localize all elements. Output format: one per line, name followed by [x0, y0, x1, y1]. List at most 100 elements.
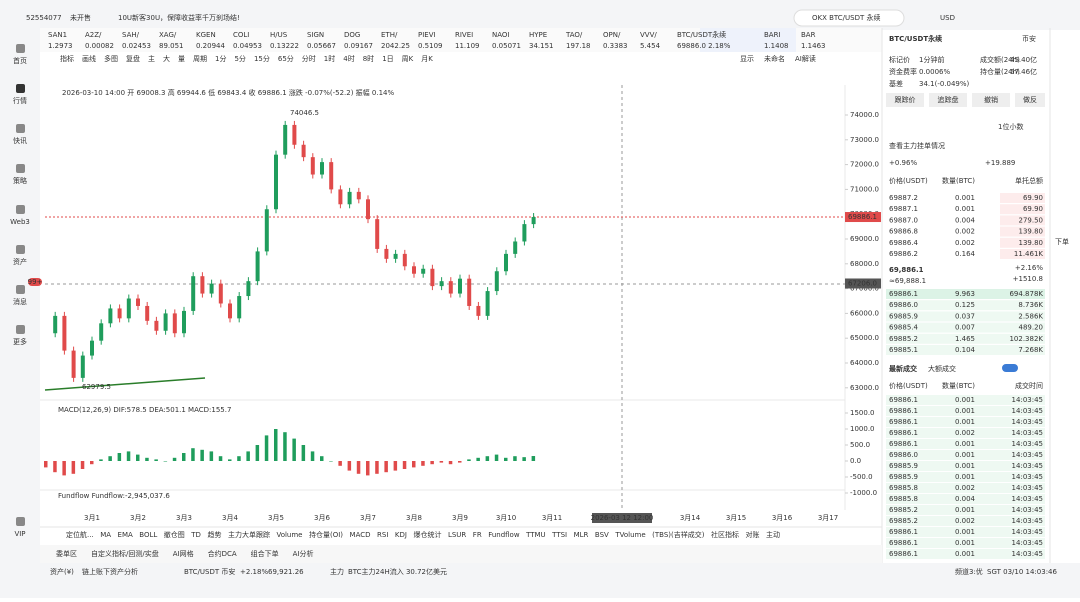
- indicator-tab[interactable]: TTMU: [525, 531, 546, 539]
- panel-button[interactable]: 撤销: [984, 95, 998, 104]
- toolbar-item[interactable]: 1日: [382, 55, 393, 63]
- toolbar-item[interactable]: 指标: [60, 54, 74, 63]
- toolbar-item[interactable]: 主: [148, 54, 155, 63]
- toolbar-item[interactable]: 复盘: [126, 54, 140, 63]
- toolbar-item[interactable]: 分时: [302, 54, 316, 63]
- indicator-tab[interactable]: 主力大单跟踪: [228, 530, 270, 539]
- ticker-price[interactable]: 89.051: [159, 42, 184, 50]
- indicator-tab[interactable]: MA: [100, 531, 111, 539]
- sidebar-label[interactable]: 首页: [13, 56, 27, 65]
- toolbar-item[interactable]: 8时: [363, 54, 374, 63]
- ticker-name[interactable]: VVV/: [640, 31, 657, 39]
- toolbar-item[interactable]: 周期: [193, 55, 207, 63]
- indicator-tab[interactable]: FR: [473, 531, 482, 539]
- sidebar-label[interactable]: 行情: [13, 96, 27, 105]
- ticker-name[interactable]: PIEVI: [418, 31, 436, 39]
- ticker-name[interactable]: RIVEI: [455, 31, 473, 39]
- ticker-price[interactable]: 0.00082: [85, 42, 114, 50]
- side-icon-label[interactable]: 下单: [1055, 237, 1069, 246]
- toolbar-item[interactable]: 1分: [215, 54, 226, 63]
- panel-button[interactable]: 跟踪价: [895, 95, 916, 104]
- ticker-name[interactable]: H/US: [270, 31, 288, 39]
- indicator-tab[interactable]: MACD: [350, 531, 371, 539]
- ticker-name[interactable]: SAH/: [122, 31, 140, 39]
- sidebar-label[interactable]: 资产: [13, 257, 27, 266]
- indicator-tab[interactable]: TTSI: [551, 531, 567, 539]
- toolbar-item[interactable]: 未命名: [764, 54, 785, 63]
- indicator-tab[interactable]: EMA: [118, 531, 133, 539]
- toolbar-item[interactable]: 量: [178, 55, 185, 63]
- toolbar-item[interactable]: 周K: [402, 55, 414, 63]
- panel-tab[interactable]: 组合下单: [251, 549, 279, 558]
- ticker-price[interactable]: 2042.25: [381, 42, 410, 50]
- toolbar-item[interactable]: 65分: [278, 54, 294, 63]
- toolbar-item[interactable]: 15分: [254, 54, 270, 63]
- ticker-price[interactable]: 0.5109: [418, 42, 443, 50]
- panel-tab[interactable]: 自定义指标/回测/实盘: [91, 549, 159, 558]
- sidebar-label[interactable]: 消息: [13, 297, 27, 306]
- ticker-price[interactable]: 0.05667: [307, 42, 336, 50]
- ticker-price[interactable]: 1.1463: [801, 42, 826, 50]
- ticker-price[interactable]: 69886.0 2.18%: [677, 42, 731, 50]
- indicator-tab[interactable]: KDJ: [395, 531, 407, 539]
- ticker-name[interactable]: TAO/: [565, 31, 583, 39]
- ticker-price[interactable]: 1.1408: [764, 42, 789, 50]
- sidebar-label[interactable]: 策略: [13, 176, 27, 185]
- indicator-tab[interactable]: MLR: [574, 531, 589, 539]
- indicator-tab[interactable]: RSI: [377, 531, 388, 539]
- ticker-name[interactable]: SAN1: [48, 31, 67, 39]
- ticker-price[interactable]: 0.13222: [270, 42, 299, 50]
- indicator-tab[interactable]: LSUR: [448, 531, 466, 539]
- search-box[interactable]: [793, 9, 905, 27]
- panel-tab[interactable]: 合约DCA: [208, 549, 237, 558]
- indicator-tab[interactable]: TVolume: [614, 531, 645, 539]
- ticker-price[interactable]: 1.2973: [48, 42, 73, 50]
- ticker-name[interactable]: BARI: [764, 31, 781, 39]
- ticker-name[interactable]: A2Z/: [85, 31, 102, 39]
- toolbar-item[interactable]: 多图: [104, 54, 118, 63]
- toolbar-item[interactable]: 1时: [324, 54, 335, 63]
- ticker-name[interactable]: BAR: [801, 31, 816, 39]
- panel-button[interactable]: 追踪盘: [938, 95, 959, 104]
- search[interactable]: OKX BTC/USDT 永续: [812, 13, 881, 22]
- ticker-name[interactable]: OPN/: [603, 31, 621, 39]
- ticker-price[interactable]: 0.09167: [344, 42, 373, 50]
- button-bg[interactable]: [1015, 93, 1045, 107]
- currency[interactable]: USD: [940, 14, 955, 22]
- indicator-tab[interactable]: 定位航...: [66, 530, 94, 539]
- indicator-tab[interactable]: 撤仓图: [164, 530, 185, 539]
- ticker-price[interactable]: 0.04953: [233, 42, 262, 50]
- sidebar-label[interactable]: VIP: [14, 530, 25, 538]
- ticker-price[interactable]: 0.20944: [196, 42, 225, 50]
- indicator-tab[interactable]: 爆仓统计: [413, 530, 441, 539]
- trade-tab[interactable]: 大额成交: [928, 364, 956, 373]
- indicator-tab[interactable]: Fundflow: [488, 531, 520, 539]
- toolbar-item[interactable]: AI解读: [795, 54, 816, 63]
- toolbar-item[interactable]: 4时: [343, 54, 354, 63]
- indicator-tab[interactable]: (TBS)(吉祥成交): [652, 530, 705, 539]
- button-bg[interactable]: [929, 93, 967, 107]
- ticker-price[interactable]: 197.18: [566, 42, 591, 50]
- indicator-tab[interactable]: 主动: [766, 530, 780, 539]
- panel-button[interactable]: 做反: [1023, 95, 1037, 104]
- ticker-name[interactable]: XAG/: [159, 31, 177, 39]
- panel-tab[interactable]: AI分析: [293, 549, 314, 558]
- ticker-price[interactable]: 11.109: [455, 42, 480, 50]
- sidebar-label[interactable]: 更多: [13, 337, 27, 346]
- button-bg[interactable]: [886, 93, 924, 107]
- indicator-tab[interactable]: 社区指标: [711, 530, 739, 539]
- toolbar-item[interactable]: 月K: [421, 55, 433, 63]
- panel-tab[interactable]: AI网格: [173, 549, 194, 558]
- sidebar-label[interactable]: Web3: [10, 218, 30, 226]
- ticker-price[interactable]: 0.02453: [122, 42, 151, 50]
- ticker-name[interactable]: NAOI: [492, 31, 509, 39]
- toolbar-item[interactable]: 5分: [234, 54, 245, 63]
- ticker-price[interactable]: 5.454: [640, 42, 661, 50]
- button-bg[interactable]: [972, 93, 1010, 107]
- ticker-price[interactable]: 34.151: [529, 42, 554, 50]
- indicator-tab[interactable]: BOLL: [139, 531, 157, 539]
- ticker-name[interactable]: KGEN: [196, 31, 216, 39]
- ticker-price[interactable]: 0.3383: [603, 42, 628, 50]
- indicator-tab[interactable]: TD: [190, 531, 201, 539]
- ticker-name[interactable]: COLI: [233, 31, 249, 39]
